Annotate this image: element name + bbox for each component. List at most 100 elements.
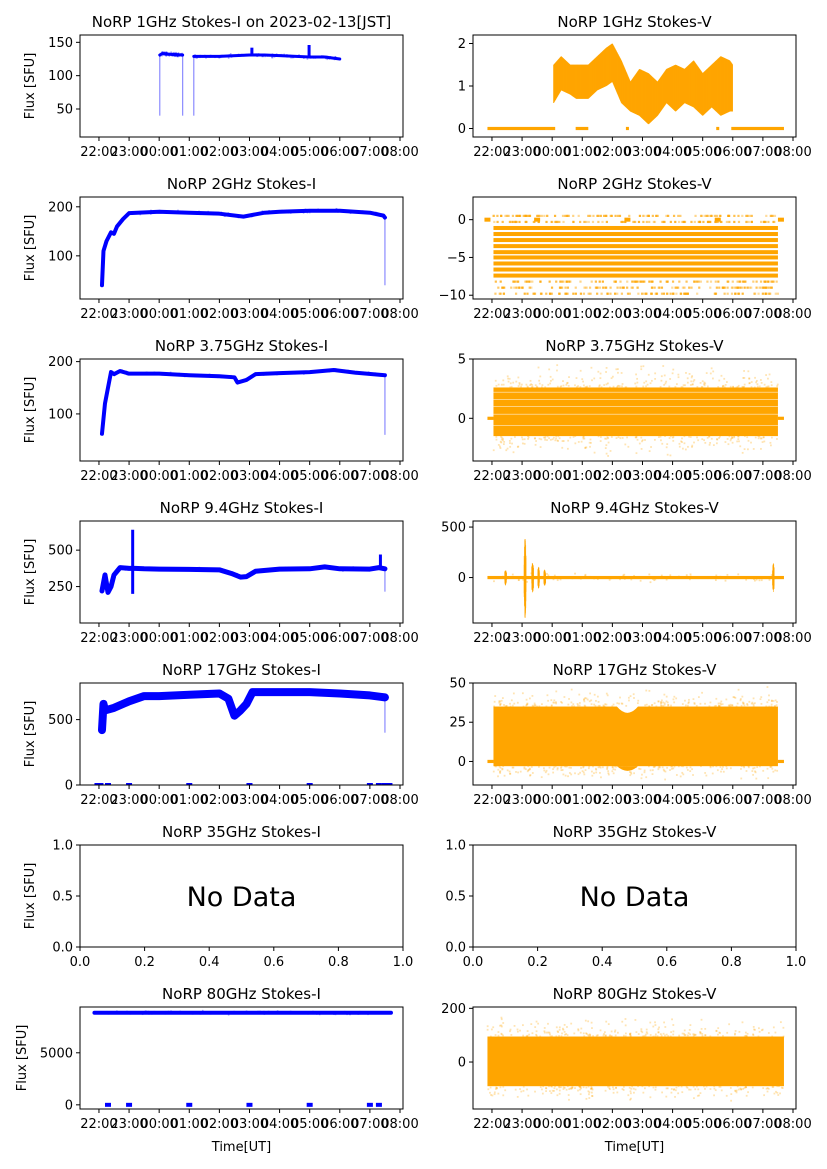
data-point [494,379,497,382]
data-point [306,211,309,214]
data-point [239,710,241,713]
data-point [743,377,746,379]
data-point [577,441,580,443]
data-point [493,220,496,224]
data-point [635,436,638,439]
data-point [314,57,317,59]
data-point [582,1086,585,1089]
data-point [662,292,666,295]
data-point [224,696,227,699]
data-point [534,437,536,440]
data-point [335,693,338,695]
data-point [223,54,226,57]
data-point [108,706,110,709]
data-point [555,702,558,705]
data-point [499,770,502,772]
data-point [724,579,727,582]
data-point [136,1012,138,1014]
data-point [499,704,502,706]
data-point [376,373,379,375]
plot-area [158,45,342,116]
data-point [555,1035,558,1038]
data-point [161,52,164,55]
data-point [734,1090,737,1093]
data-point [567,384,570,387]
data-point [491,1094,494,1097]
data-point [521,436,523,439]
data-point [750,381,753,383]
data-point [752,280,755,283]
data-point [571,705,574,707]
data-point [508,377,511,380]
data-point [765,1087,768,1090]
data-point [657,1031,660,1034]
data-point [708,435,710,438]
data-point [124,1011,127,1014]
data-point [550,705,553,707]
data-point [174,54,177,57]
data-point [499,771,501,773]
data-point [308,210,311,213]
data-point [717,1033,719,1036]
data-point [614,1034,617,1037]
data-point [210,1012,212,1015]
data-point [274,1012,276,1015]
data-point [677,220,681,224]
data-point [762,436,765,439]
data-point [172,373,175,375]
data-point [219,55,221,58]
data-point [190,373,193,376]
data-zero-mark [126,1102,133,1107]
data-point [523,438,526,441]
data-point [303,373,305,375]
data-point [735,1091,738,1094]
data-point [224,375,227,378]
data-point [499,445,501,448]
data-point [752,697,755,700]
data-point [112,576,114,579]
data-point [535,1034,538,1037]
data-point [611,770,614,773]
data-point [268,569,270,572]
data-point [736,385,739,388]
data-point [760,437,763,440]
data-point [113,231,116,233]
data-point [665,380,668,383]
data-point [257,1011,260,1013]
data-point [746,214,749,217]
data-point [499,447,502,449]
data-point [723,286,726,289]
data-point [498,700,501,703]
data-point [531,772,534,774]
data-point [190,211,192,214]
data-point [496,214,499,217]
data-point [517,579,520,582]
data-point [745,1086,747,1089]
data-point [611,705,614,708]
data-point [770,574,773,576]
data-point [279,54,282,56]
data-zero-segment [777,759,784,764]
data-point [740,768,742,770]
data-point [776,385,779,388]
data-point [500,438,503,441]
data-point [531,695,534,697]
data-point [218,56,221,59]
data-point [194,56,197,59]
data-point [639,280,642,283]
data-point [162,51,165,54]
data-point [214,56,216,59]
data-point [154,696,156,699]
data-point [649,1021,652,1024]
data-point [714,220,717,224]
data-point [693,379,696,381]
data-point [163,52,166,55]
data-point [775,704,778,707]
data-point [765,374,768,376]
data-point [713,1085,716,1088]
data-point [518,214,522,217]
data-point [364,210,367,213]
data-point [522,1089,525,1092]
data-point [177,55,179,58]
data-point [270,691,272,694]
